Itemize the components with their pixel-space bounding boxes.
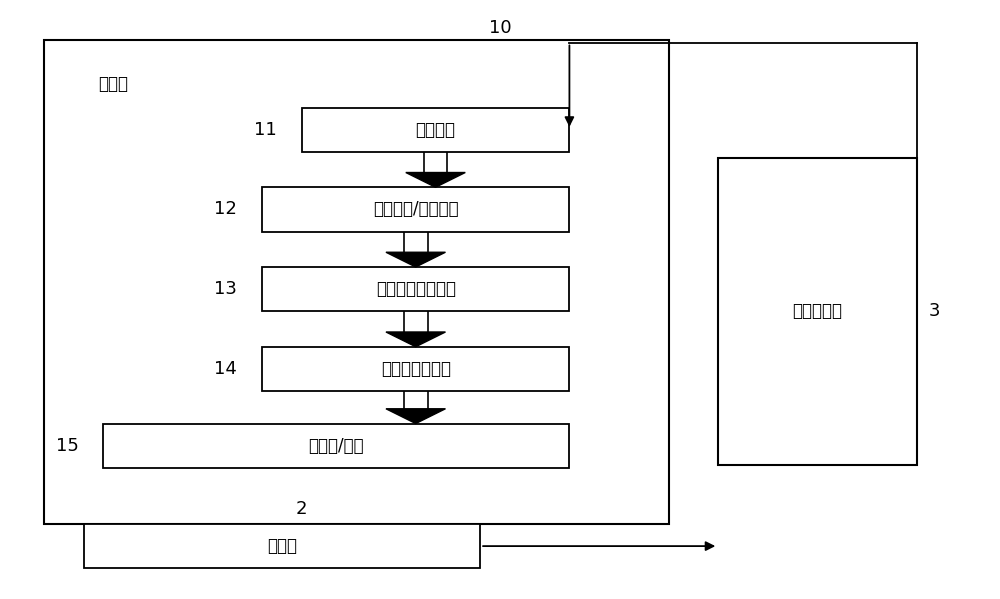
Bar <box>302 108 569 152</box>
Polygon shape <box>386 409 445 423</box>
Bar <box>262 187 569 232</box>
Text: 麦克风: 麦克风 <box>267 537 297 555</box>
Bar <box>262 347 569 391</box>
Bar <box>84 524 480 568</box>
Text: 扬声器/音筱: 扬声器/音筱 <box>309 437 364 455</box>
Bar <box>44 40 669 524</box>
Polygon shape <box>386 252 445 267</box>
Text: 14: 14 <box>214 360 237 378</box>
Text: 2: 2 <box>296 500 307 518</box>
Text: 11: 11 <box>254 120 277 139</box>
Text: 3: 3 <box>928 302 940 320</box>
Bar <box>103 423 569 468</box>
Bar <box>262 267 569 311</box>
Polygon shape <box>386 332 445 347</box>
Text: 10: 10 <box>489 19 511 37</box>
Text: 电视机: 电视机 <box>98 75 128 93</box>
Bar <box>718 158 916 465</box>
Text: 功率输出级单元: 功率输出级单元 <box>381 360 451 378</box>
Text: 12: 12 <box>214 201 237 219</box>
Polygon shape <box>406 173 465 187</box>
Text: 信号选择/处理单元: 信号选择/处理单元 <box>373 201 459 219</box>
Text: 输入接口: 输入接口 <box>416 120 456 139</box>
Text: 电声分析仪: 电声分析仪 <box>792 302 842 320</box>
Text: 多段式参数均衡器: 多段式参数均衡器 <box>376 280 456 298</box>
Text: 13: 13 <box>214 280 237 298</box>
Text: 15: 15 <box>56 437 79 455</box>
